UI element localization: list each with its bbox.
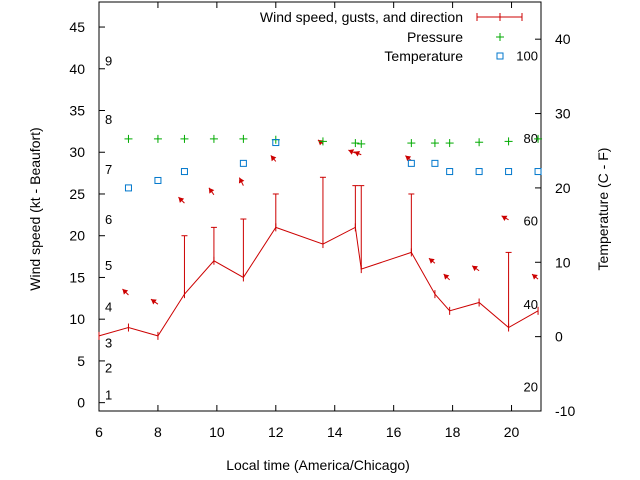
beaufort-label: 2 bbox=[105, 361, 112, 376]
wind-direction-arrowhead bbox=[472, 265, 478, 272]
y2-axis-title: Temperature (C - F) bbox=[595, 148, 611, 271]
y-tick-label: 15 bbox=[69, 269, 85, 285]
y2-tick-label: 20 bbox=[555, 180, 571, 196]
x-tick-label: 18 bbox=[445, 424, 461, 440]
y-tick-label: 40 bbox=[69, 61, 85, 77]
temperature-point bbox=[180, 168, 188, 176]
x-axis-title: Local time (America/Chicago) bbox=[226, 457, 410, 473]
y-tick-label: 5 bbox=[77, 353, 85, 369]
wind-direction-arrowhead bbox=[208, 187, 215, 194]
y-tick-label: 10 bbox=[69, 311, 85, 327]
wind-direction-arrowhead bbox=[178, 197, 185, 203]
y-tick-label: 25 bbox=[69, 186, 85, 202]
beaufort-label: 1 bbox=[105, 387, 112, 402]
x-tick-label: 6 bbox=[95, 424, 103, 440]
fahrenheit-label: 100 bbox=[516, 49, 538, 64]
temperature-point bbox=[272, 139, 280, 147]
y-axis-title: Wind speed (kt - Beaufort) bbox=[27, 127, 43, 290]
x-tick-label: 16 bbox=[386, 424, 402, 440]
wind-direction-arrowhead bbox=[348, 149, 355, 155]
fahrenheit-label: 20 bbox=[524, 379, 538, 394]
y2-tick-label: 10 bbox=[555, 254, 571, 270]
series-layer bbox=[98, 134, 543, 340]
temperature-point bbox=[239, 159, 247, 167]
y2-tick-label: -10 bbox=[555, 403, 575, 419]
y2-tick-label: 30 bbox=[555, 106, 571, 122]
fahrenheit-label: 40 bbox=[524, 297, 538, 312]
y-tick-label: 30 bbox=[69, 144, 85, 160]
beaufort-label: 5 bbox=[105, 258, 112, 273]
y2-tick-label: 40 bbox=[555, 31, 571, 47]
temperature-point bbox=[446, 168, 454, 176]
wind-direction-arrowhead bbox=[270, 155, 277, 162]
x-tick-label: 14 bbox=[327, 424, 343, 440]
wind-direction-arrowhead bbox=[501, 215, 508, 221]
y-tick-label: 45 bbox=[69, 19, 85, 35]
fahrenheit-label: 80 bbox=[524, 131, 538, 146]
temperature-point bbox=[154, 176, 162, 184]
legend-label-wind: Wind speed, gusts, and direction bbox=[260, 9, 463, 25]
x-tick-label: 8 bbox=[154, 424, 162, 440]
fahrenheit-label: 60 bbox=[524, 214, 538, 229]
wind-direction-arrowhead bbox=[354, 150, 361, 157]
beaufort-label: 7 bbox=[105, 162, 112, 177]
y-tick-label: 35 bbox=[69, 103, 85, 119]
wind-direction-arrowhead bbox=[405, 155, 412, 162]
temperature-point bbox=[505, 168, 513, 176]
temperature-point bbox=[475, 168, 483, 176]
wind-direction-arrowhead bbox=[122, 288, 129, 295]
legend-label-temperature: Temperature bbox=[384, 48, 463, 64]
temperature-point bbox=[431, 159, 439, 167]
y-tick-label: 0 bbox=[77, 395, 85, 411]
plot-border bbox=[98, 1, 542, 412]
plot-frame-layer: 6 8 10 12 14 16 18 20051015202530354045-1001020… bbox=[69, 1, 575, 440]
temperature-point bbox=[407, 159, 415, 167]
wind-direction-arrowhead bbox=[238, 177, 245, 184]
wind-direction-arrowhead bbox=[532, 274, 538, 280]
y2-tick-label: 0 bbox=[555, 329, 563, 345]
beaufort-label: 8 bbox=[105, 112, 112, 127]
x-tick-label: 20 bbox=[504, 424, 520, 440]
beaufort-label: 9 bbox=[105, 53, 112, 68]
beaufort-label: 3 bbox=[105, 336, 112, 351]
beaufort-label: 4 bbox=[105, 300, 112, 315]
wind-speed-line bbox=[98, 226, 539, 337]
temperature-point bbox=[124, 184, 132, 192]
wind-direction-arrowhead bbox=[443, 273, 450, 280]
legend-layer: Wind speed, gusts, and direction Pressure… bbox=[260, 9, 523, 64]
wind-direction-arrowhead bbox=[150, 299, 157, 305]
beaufort-label: 6 bbox=[105, 212, 112, 227]
legend-swatch-temperature bbox=[496, 52, 504, 60]
temperature-point bbox=[534, 168, 542, 176]
x-tick-label: 10 bbox=[209, 424, 225, 440]
y-tick-label: 20 bbox=[69, 228, 85, 244]
x-tick-label: 12 bbox=[268, 424, 284, 440]
legend-label-pressure: Pressure bbox=[407, 29, 463, 45]
wind-direction-arrowhead bbox=[428, 258, 435, 264]
